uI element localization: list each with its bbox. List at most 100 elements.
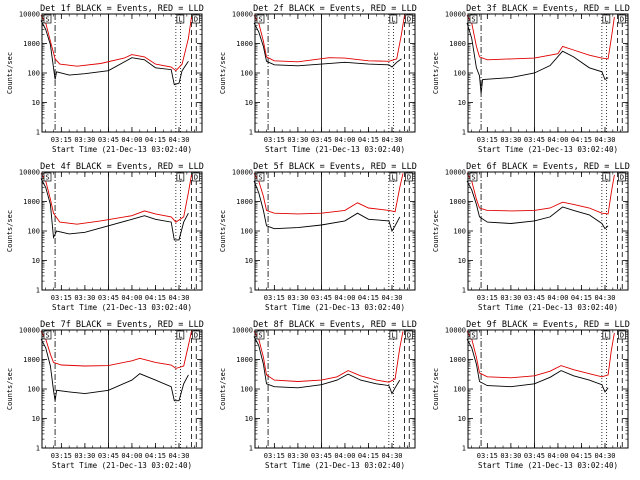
- y-axis-label: Counts/sec: [432, 210, 440, 252]
- events-series-line: [466, 180, 609, 230]
- events-series-line: [253, 22, 402, 68]
- marker-label: D: [194, 174, 198, 182]
- marker-label: L: [178, 16, 182, 24]
- marker-label: L: [604, 332, 608, 340]
- y-tick-label: 1000: [23, 40, 40, 48]
- detector-chart: Det 3f BLACK = Events, RED = LLD Counts/s…: [432, 4, 630, 154]
- lld-series-line: [40, 331, 192, 369]
- x-tick-label: 04:30: [168, 294, 189, 302]
- marker-label: D: [194, 332, 198, 340]
- x-tick-label: 03:45: [524, 452, 545, 460]
- chart-title: Det 9f BLACK = Events, RED = LLD: [466, 320, 630, 330]
- x-tick-label: 03:30: [74, 294, 95, 302]
- x-axis-label: Start Time (21-Dec-13 03:02:40): [478, 303, 618, 312]
- marker-label: S: [45, 174, 49, 182]
- plot-frame: [467, 171, 629, 291]
- y-tick-label: 10000: [445, 169, 466, 177]
- y-tick-label: 1000: [23, 198, 40, 206]
- chart-title: Det 3f BLACK = Events, RED = LLD: [466, 4, 630, 14]
- x-tick-label: 04:15: [571, 136, 592, 144]
- events-series-line: [466, 338, 609, 393]
- x-tick-label: 03:15: [51, 294, 72, 302]
- x-tick-label: 03:15: [51, 136, 72, 144]
- y-tick-label: 10000: [445, 327, 466, 335]
- x-tick-label: 03:15: [477, 136, 498, 144]
- marker-label: L: [604, 174, 608, 182]
- x-tick-label: 03:45: [524, 294, 545, 302]
- lld-series-line: [253, 15, 405, 63]
- x-axis-label: Start Time (21-Dec-13 03:02:40): [52, 461, 192, 470]
- marker-label: D: [194, 16, 198, 24]
- marker-label: S: [471, 174, 475, 182]
- detector-chart: Det 8f BLACK = Events, RED = LLD Counts/s…: [219, 320, 417, 470]
- marker-label: L: [391, 332, 395, 340]
- marker-box: [618, 172, 626, 182]
- y-tick-label: 1: [249, 445, 253, 453]
- marker-label: L: [178, 332, 182, 340]
- y-tick-label: 1000: [236, 40, 253, 48]
- y-tick-label: 1000: [449, 40, 466, 48]
- marker-box: [469, 330, 478, 340]
- events-series-line: [40, 20, 189, 86]
- marker-box: [389, 330, 398, 340]
- plot-frame: [41, 171, 203, 291]
- x-axis-label: Start Time (21-Dec-13 03:02:40): [478, 145, 618, 154]
- x-axis-label: Start Time (21-Dec-13 03:02:40): [265, 461, 405, 470]
- x-tick-label: 04:15: [145, 294, 166, 302]
- marker-label: D: [620, 332, 624, 340]
- marker-box: [405, 330, 413, 340]
- x-tick-label: 04:30: [594, 452, 615, 460]
- x-tick-label: 03:15: [477, 452, 498, 460]
- y-tick-label: 100: [240, 70, 253, 78]
- plot-frame: [254, 171, 416, 291]
- marker-label: S: [45, 16, 49, 24]
- marker-box: [176, 14, 185, 24]
- marker-box: [469, 14, 478, 24]
- x-tick-label: 03:45: [311, 136, 332, 144]
- x-tick-label: 03:45: [311, 294, 332, 302]
- y-tick-label: 1: [36, 445, 40, 453]
- x-axis-label: Start Time (21-Dec-13 03:02:40): [52, 145, 192, 154]
- x-axis-label: Start Time (21-Dec-13 03:02:40): [265, 303, 405, 312]
- lld-series-line: [466, 15, 615, 61]
- marker-label: D: [407, 16, 411, 24]
- marker-box: [602, 330, 611, 340]
- plot-frame: [467, 13, 629, 133]
- marker-box: [192, 330, 200, 340]
- x-tick-label: 03:30: [287, 136, 308, 144]
- y-tick-label: 10: [245, 415, 253, 423]
- y-axis-label: Counts/sec: [219, 368, 227, 410]
- x-tick-label: 03:45: [524, 136, 545, 144]
- y-tick-label: 100: [27, 228, 40, 236]
- y-axis-label: Counts/sec: [6, 368, 14, 410]
- x-tick-label: 04:15: [358, 294, 379, 302]
- x-tick-label: 04:15: [145, 136, 166, 144]
- chart-title: Det 5f BLACK = Events, RED = LLD: [253, 162, 417, 172]
- y-tick-label: 100: [240, 228, 253, 236]
- y-axis-label: Counts/sec: [219, 210, 227, 252]
- y-tick-label: 1: [462, 445, 466, 453]
- marker-box: [602, 14, 611, 24]
- marker-label: S: [471, 16, 475, 24]
- x-tick-label: 04:00: [334, 136, 355, 144]
- x-tick-label: 03:45: [98, 294, 119, 302]
- plot-frame: [467, 329, 629, 449]
- y-tick-label: 10000: [445, 11, 466, 19]
- marker-label: D: [407, 174, 411, 182]
- x-tick-label: 03:15: [264, 452, 285, 460]
- marker-box: [43, 172, 52, 182]
- y-tick-label: 1: [462, 129, 466, 137]
- marker-box: [405, 172, 413, 182]
- marker-box: [618, 14, 626, 24]
- y-tick-label: 1000: [236, 356, 253, 364]
- marker-box: [469, 172, 478, 182]
- x-tick-label: 03:30: [287, 452, 308, 460]
- x-tick-label: 04:15: [571, 452, 592, 460]
- lld-series-line: [40, 173, 192, 225]
- events-series-line: [40, 338, 189, 402]
- y-tick-label: 10: [32, 99, 40, 107]
- x-tick-label: 03:15: [51, 452, 72, 460]
- y-tick-label: 10: [458, 415, 466, 423]
- plot-frame: [41, 13, 203, 133]
- marker-label: L: [604, 16, 608, 24]
